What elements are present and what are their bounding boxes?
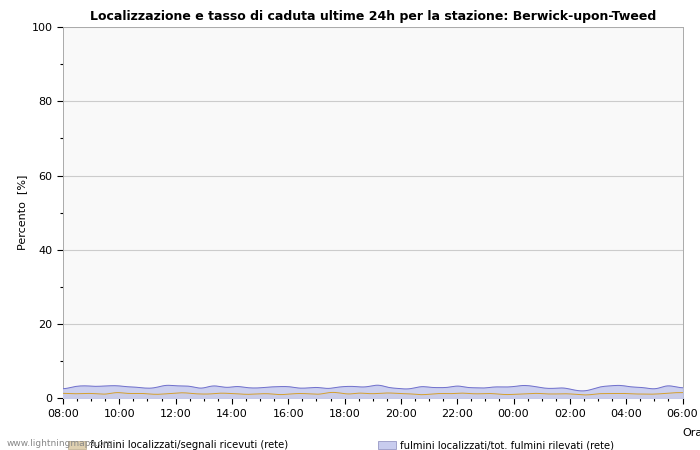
Text: www.lightningmaps.org: www.lightningmaps.org — [7, 439, 113, 448]
Title: Localizzazione e tasso di caduta ultime 24h per la stazione: Berwick-upon-Tweed: Localizzazione e tasso di caduta ultime … — [90, 10, 656, 23]
Y-axis label: Percento  [%]: Percento [%] — [18, 175, 27, 250]
Legend: fulmini localizzati/segnali ricevuti (rete), fulmini localizzati/segnali ricevut: fulmini localizzati/segnali ricevuti (re… — [68, 441, 696, 450]
Text: Orario: Orario — [682, 428, 700, 438]
